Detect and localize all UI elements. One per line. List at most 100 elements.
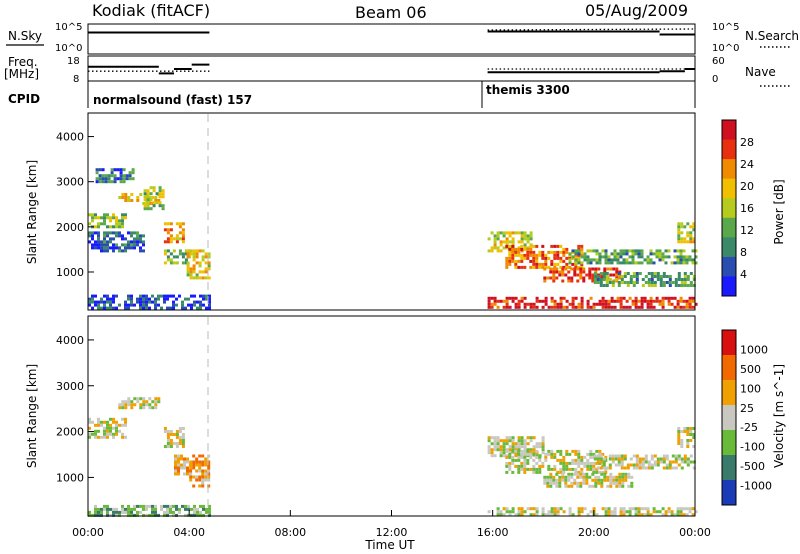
heat-cell-band-7 xyxy=(529,449,533,453)
heat-cell-band-0 xyxy=(124,417,127,421)
heat-cell-band-5 xyxy=(154,507,157,511)
heat-cell-band-6 xyxy=(499,439,503,443)
heat-cell-band-1 xyxy=(136,231,139,235)
heat-cell-band-8 xyxy=(199,303,202,307)
heat-cell-band-13 xyxy=(623,281,627,284)
heat-cell-band-3 xyxy=(207,475,211,479)
heat-cell-band-8 xyxy=(594,478,598,482)
heat-cell-band-9 xyxy=(511,237,515,241)
heat-cell-band-0 xyxy=(106,435,109,439)
heat-cell-band-10 xyxy=(556,250,560,254)
heat-cell-band-0 xyxy=(94,435,97,439)
heat-cell-band-1 xyxy=(124,403,128,407)
heat-cell-band-1 xyxy=(142,406,146,410)
heat-cell-band-5 xyxy=(169,252,173,256)
heat-cell-band-5 xyxy=(163,252,167,256)
heat-cell-band-13 xyxy=(593,272,597,275)
heat-cell-band-15 xyxy=(646,305,650,309)
heat-cell-band-15 xyxy=(634,305,638,309)
nsky-label: N.Sky xyxy=(8,29,42,43)
heat-cell-band-6 xyxy=(526,442,530,446)
heat-cell-band-6 xyxy=(541,445,545,449)
heat-cell-band-8 xyxy=(199,306,202,310)
heat-cell-band-6 xyxy=(189,276,193,280)
heat-cell-band-3 xyxy=(195,478,199,482)
heat-cell-band-8 xyxy=(618,484,622,488)
heat-cell-band-14 xyxy=(686,231,690,235)
heat-cell-band-9 xyxy=(502,231,506,235)
heat-cell-band-9 xyxy=(487,237,491,241)
power-colorbar-tick-label: 8 xyxy=(740,246,747,259)
heat-cell-band-10 xyxy=(532,244,536,248)
heat-cell-band-13 xyxy=(635,272,639,275)
heat-cell-band-9 xyxy=(665,463,669,467)
heat-cell-band-9 xyxy=(508,231,512,235)
heat-cell-band-10 xyxy=(686,427,690,430)
heat-cell-band-10 xyxy=(511,256,515,260)
velocity-colorbar-swatch xyxy=(722,405,736,431)
heat-cell-band-7 xyxy=(559,470,563,474)
heat-cell-band-3 xyxy=(201,472,205,476)
heat-cell-band-10 xyxy=(520,253,524,257)
heat-cell-band-7 xyxy=(568,467,572,471)
heat-cell-band-10 xyxy=(559,259,563,263)
heat-cell-band-7 xyxy=(577,458,581,462)
heat-cell-band-11 xyxy=(550,507,554,511)
heat-cell-band-12 xyxy=(577,252,581,256)
heat-cell-band-10 xyxy=(562,259,566,263)
heat-cell-band-7 xyxy=(562,458,566,462)
velocity-colorbar-label: Velocity [m s^-1] xyxy=(772,364,786,468)
heat-cell-band-8 xyxy=(127,297,130,301)
heat-cell-band-12 xyxy=(586,258,590,262)
heat-cell-band-1 xyxy=(139,397,143,401)
heat-cell-band-1 xyxy=(106,243,109,247)
heat-cell-band-1 xyxy=(157,400,161,404)
heat-cell-band-13 xyxy=(605,275,609,278)
heat-cell-band-0 xyxy=(106,420,109,424)
heat-cell-band-10 xyxy=(553,256,557,260)
heat-cell-band-6 xyxy=(532,448,536,452)
heat-cell-band-6 xyxy=(487,451,491,455)
heat-cell-band-8 xyxy=(546,481,550,485)
heat-cell-band-8 xyxy=(193,300,196,304)
heat-cell-band-8 xyxy=(615,475,619,479)
heat-cell-band-15 xyxy=(676,302,680,306)
heat-cell-band-15 xyxy=(589,305,593,309)
velocity-ylabel: Slant Range [km] xyxy=(25,364,39,468)
heat-cell-band-8 xyxy=(124,300,127,304)
heat-cell-band-3 xyxy=(146,198,150,202)
heat-cell-band-10 xyxy=(550,250,554,254)
heat-cell-band-5 xyxy=(169,261,173,265)
heat-cell-band-7 xyxy=(547,464,551,468)
heat-cell-band-15 xyxy=(574,305,578,309)
heat-cell-band-11 xyxy=(547,513,551,517)
heat-cell-band-14 xyxy=(677,234,681,238)
heat-cell-band-10 xyxy=(689,439,693,442)
heat-cell-band-7 xyxy=(523,467,527,471)
heat-cell-band-0 xyxy=(109,417,112,421)
heat-cell-band-15 xyxy=(493,296,497,300)
heat-cell-band-5 xyxy=(130,507,133,511)
heat-cell-band-0 xyxy=(118,429,121,433)
heat-cell-band-2 xyxy=(151,196,155,199)
heat-cell-band-7 xyxy=(131,171,135,175)
heat-cell-band-13 xyxy=(650,284,654,287)
heat-cell-band-8 xyxy=(94,294,97,298)
velocity-ytick-label: 3000 xyxy=(56,380,84,393)
heat-cell-band-8 xyxy=(172,294,175,298)
heat-cell-band-7 xyxy=(535,470,539,474)
heat-cell-band-15 xyxy=(595,302,599,306)
heat-cell-band-7 xyxy=(508,452,512,456)
heat-cell-band-12 xyxy=(595,258,599,262)
heat-cell-band-11 xyxy=(517,507,521,511)
heat-cell-band-12 xyxy=(628,261,632,265)
heat-cell-band-6 xyxy=(192,252,196,256)
heat-cell-band-15 xyxy=(586,302,590,306)
heat-cell-band-6 xyxy=(499,445,503,449)
heat-cell-band-13 xyxy=(626,281,630,284)
nsky-panel: 10^5 10^0 10^5 10^0 xyxy=(55,22,739,55)
heat-cell-band-8 xyxy=(609,475,613,479)
heat-cell-band-12 xyxy=(655,249,659,253)
heat-cell-band-6 xyxy=(490,454,494,458)
heat-cell-band-10 xyxy=(689,427,693,430)
